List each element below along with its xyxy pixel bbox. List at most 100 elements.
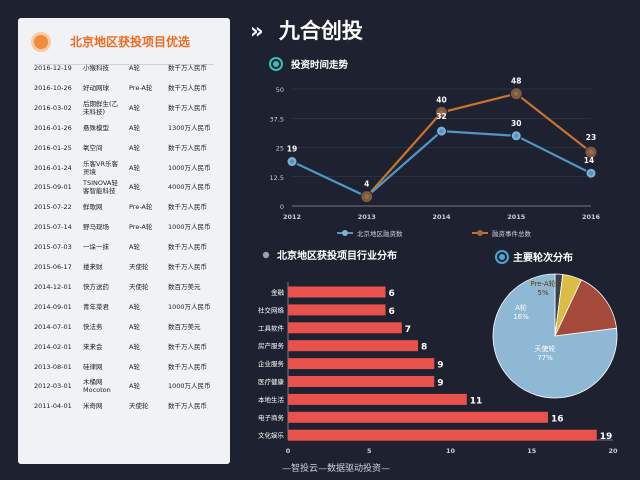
deal-amount: 1000万人民币 bbox=[168, 302, 211, 311]
line-chart-y-tick: 0 bbox=[280, 203, 284, 211]
deal-date: 2014-12-01 bbox=[34, 282, 72, 291]
deal-company: 青年菜君 bbox=[83, 302, 109, 311]
pie-slice bbox=[554, 273, 564, 337]
line-data-label-s2: 48 bbox=[511, 77, 521, 86]
line-point-s1 bbox=[361, 191, 373, 203]
bar bbox=[288, 429, 597, 441]
deal-date: 2016-03-02 bbox=[34, 103, 72, 112]
bar-chart-x-tick: 20 bbox=[608, 447, 618, 455]
legend-label-s1: 北京地区融资数 bbox=[357, 229, 403, 238]
deal-date: 2014-09-01 bbox=[34, 302, 72, 311]
deal-amount: 1300万人民币 bbox=[168, 123, 211, 132]
deals-panel-header: 北京地区获投项目优选 bbox=[18, 18, 230, 64]
deal-round: 天使轮 bbox=[129, 282, 149, 291]
deal-company: 后期鲜生(乙未科技) bbox=[83, 99, 119, 116]
deal-round: A轮 bbox=[129, 183, 140, 192]
deal-company: 木桶网Mocoton bbox=[83, 378, 111, 395]
legend-marker-s2 bbox=[477, 230, 483, 236]
bar bbox=[288, 411, 548, 423]
line-point-core-s2 bbox=[439, 110, 444, 115]
line-data-label-s2: 40 bbox=[436, 95, 446, 104]
deal-company: 硅律网 bbox=[83, 362, 103, 371]
line-point-core-s1 bbox=[439, 128, 444, 134]
page-title: » 九合创投 bbox=[250, 15, 363, 45]
deal-round: Pre-A轮 bbox=[129, 83, 153, 92]
deal-round: Pre-A轮 bbox=[129, 223, 153, 232]
deal-company: TSINOVA轻客智能科技 bbox=[83, 179, 118, 196]
deals-panel: 北京地区获投项目优选 2016-12-19 小猴科技 A轮 数千万人民币 2016-10… bbox=[18, 18, 230, 464]
deal-round: Pre-A轮 bbox=[129, 203, 153, 212]
deal-round: A轮 bbox=[129, 163, 140, 172]
deal-company: 小猴科技 bbox=[83, 64, 109, 72]
bar bbox=[288, 340, 418, 352]
deal-amount: 数千万人民币 bbox=[168, 263, 207, 271]
deal-date: 2016-10-26 bbox=[34, 83, 72, 92]
deal-date: 2012-03-01 bbox=[34, 382, 72, 391]
pie-slice-percent: 5% bbox=[537, 289, 548, 297]
line-chart-title-icon bbox=[269, 57, 283, 71]
bar bbox=[288, 376, 435, 387]
deal-company: 一垛一抹 bbox=[83, 243, 109, 252]
bar bbox=[288, 286, 386, 298]
line-data-label-s1: 14 bbox=[584, 156, 594, 165]
line-point-core-s2 bbox=[513, 91, 519, 96]
deal-date: 2015-07-14 bbox=[34, 223, 72, 232]
deal-date: 2014-02-01 bbox=[34, 342, 72, 351]
bar-category-label: 企业服务 bbox=[258, 359, 285, 368]
legend-label-s2: 融资事件总数 bbox=[492, 229, 532, 238]
deal-date: 2016-01-25 bbox=[34, 143, 72, 152]
deal-amount: 数千万人民币 bbox=[168, 143, 207, 152]
bar-chart-title: 北京地区获投项目行业分布 bbox=[277, 249, 397, 262]
deal-round: 天使轮 bbox=[129, 402, 149, 411]
deal-date: 2014-07-01 bbox=[34, 322, 72, 331]
line-point-core-s1 bbox=[588, 170, 594, 176]
deal-amount: 4000万人民币 bbox=[168, 183, 211, 192]
line-point-core-s1 bbox=[364, 194, 370, 199]
deal-round: 天使轮 bbox=[129, 263, 149, 271]
footer-text: —智投云—数据驱动投资— bbox=[282, 464, 391, 474]
deal-date: 2013-08-01 bbox=[34, 362, 72, 371]
deal-round: A轮 bbox=[129, 322, 140, 331]
deal-company: 氧空间 bbox=[83, 143, 103, 152]
pie-slice bbox=[554, 274, 582, 337]
deal-date: 2016-01-24 bbox=[34, 163, 72, 172]
bar bbox=[288, 304, 386, 316]
deal-amount: 数百万美元 bbox=[168, 322, 201, 331]
line-point-s2 bbox=[360, 190, 374, 204]
deal-amount: 数千万人民币 bbox=[168, 342, 207, 351]
line-data-label-s1: 4 bbox=[364, 180, 369, 189]
bar-data-label: 11 bbox=[470, 396, 483, 406]
line-chart-x-tick: 2014 bbox=[432, 213, 451, 221]
line-chart-x-tick: 2012 bbox=[283, 213, 301, 221]
legend-marker-s1 bbox=[342, 230, 348, 236]
line-point-s2 bbox=[435, 105, 448, 119]
pie-slice-label: 天使轮 bbox=[535, 344, 556, 353]
line-data-label-s1: 19 bbox=[287, 145, 297, 154]
line-point-s1 bbox=[585, 167, 597, 179]
deal-company: 搂来财 bbox=[83, 263, 103, 271]
deal-date: 2016-01-26 bbox=[34, 123, 72, 132]
pie-chart-title-icon-core bbox=[499, 254, 505, 260]
deal-company: 快法务 bbox=[83, 322, 103, 331]
bar-data-label: 6 bbox=[389, 307, 395, 317]
deal-amount: 数千万人民币 bbox=[168, 83, 207, 92]
bar-category-label: 本地生活 bbox=[258, 395, 285, 404]
bar-category-label: 社交网络 bbox=[258, 305, 285, 314]
deal-round: A轮 bbox=[129, 123, 140, 132]
deal-amount: 数千万人民币 bbox=[168, 203, 207, 212]
bar-data-label: 19 bbox=[600, 432, 613, 442]
deal-company: 野马现场 bbox=[83, 223, 109, 232]
bar-category-label: 金融 bbox=[271, 288, 285, 297]
deal-company: 来来会 bbox=[83, 342, 103, 351]
pie-slice-label: A轮 bbox=[515, 303, 527, 312]
deal-date: 2015-07-22 bbox=[34, 203, 72, 212]
pie-slice bbox=[492, 273, 618, 399]
line-point-s1 bbox=[436, 125, 447, 137]
deal-round: A轮 bbox=[129, 143, 140, 152]
bar-chart-x-tick: 0 bbox=[286, 447, 291, 455]
deal-round: A轮 bbox=[129, 243, 140, 252]
line-data-label-s1: 32 bbox=[436, 112, 446, 121]
line-point-core-s1 bbox=[289, 159, 295, 164]
bar bbox=[288, 358, 435, 370]
deal-amount: 数千万人民币 bbox=[168, 64, 207, 72]
